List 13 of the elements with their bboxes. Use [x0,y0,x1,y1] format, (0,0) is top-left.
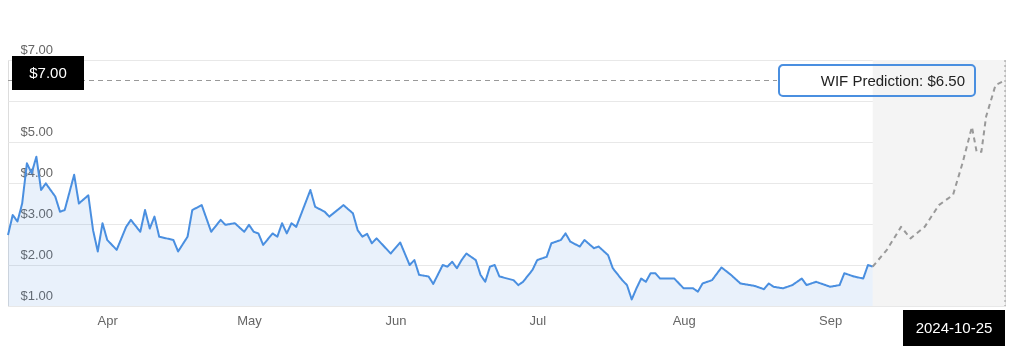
y-tick-label: $5.00 [20,123,54,139]
x-tick-label: Sep [819,312,843,328]
y-tick-label: $7.00 [20,41,54,57]
x-tick-label: Apr [97,312,119,328]
x-tick-label: Jun [385,312,407,328]
x-tick-label: Aug [672,312,696,328]
text: 2024-10-25 [915,319,993,336]
x-tick-label: May [237,312,263,328]
y-tick-label: $1.00 [20,287,54,303]
annotation: WIF Prediction: $6.50 [820,71,965,89]
x-tick-label: Jul [529,312,547,328]
y-tick-label: $2.00 [20,246,54,262]
y-tick-label: $3.00 [20,205,54,221]
